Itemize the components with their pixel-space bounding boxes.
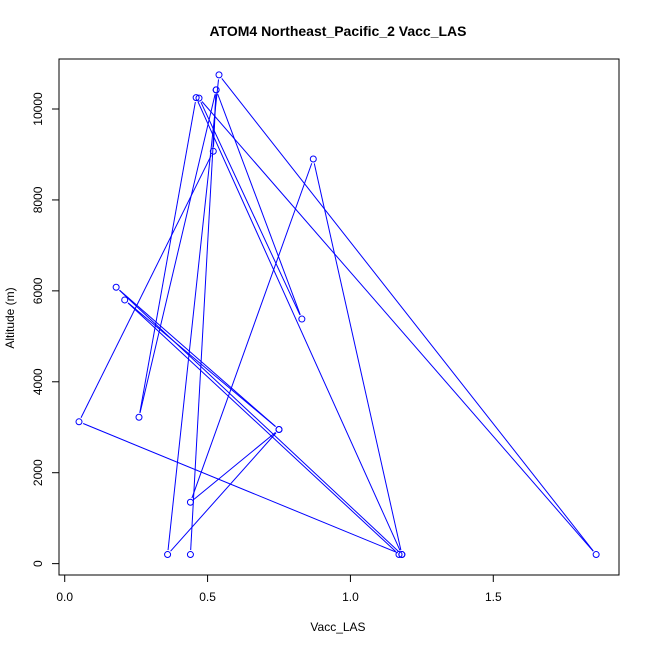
chart-title: ATOM4 Northeast_Pacific_2 Vacc_LAS [209,23,466,39]
x-axis: 0.0 0.5 1.0 1.5 [56,574,502,604]
x-tick-label: 0.5 [199,590,216,604]
series-segment [217,93,301,316]
y-tick-label: 10000 [31,92,45,126]
series-segment [119,289,276,427]
series-segment [139,94,216,413]
x-tick-label: 1.5 [485,590,502,604]
series-segment [119,289,399,552]
data-point [121,296,129,304]
series-segment [197,101,401,551]
y-tick-label: 0 [31,560,45,567]
series-segment [201,101,594,552]
data-point [298,315,306,323]
data-point [192,94,200,102]
data-point [398,551,406,559]
series-segment [139,101,196,413]
data-point [212,86,220,94]
data-point [135,413,143,421]
x-tick-label: 1.0 [342,590,359,604]
data-point [186,551,194,559]
series-segment [190,94,217,551]
data-point [195,94,203,102]
series-segment [82,423,398,554]
y-tick-label: 8000 [31,186,45,213]
data-point [164,551,172,559]
series-segment [200,101,301,316]
series-segment [193,431,276,500]
data-point [592,551,600,559]
series-segment [80,155,212,418]
data-point [395,551,403,559]
data-point [112,283,120,291]
data-point [75,418,83,426]
y-tick-label: 2000 [31,459,45,486]
data-point [209,147,217,155]
y-tick-label: 6000 [31,277,45,304]
series-segment [170,432,277,552]
data-point [275,426,283,434]
x-axis-title: Vacc_LAS [310,620,365,634]
data-point [186,498,194,506]
y-axis-title: Altitude (m) [3,287,17,348]
series-segment [221,78,594,552]
y-tick-label: 4000 [31,368,45,395]
series-segment [127,302,397,552]
y-axis: 0 2000 4000 6000 8000 10000 [31,92,60,567]
series-layer [75,71,600,559]
x-tick-label: 0.0 [56,590,73,604]
data-point [215,71,223,79]
series-segment [127,302,276,428]
series-segment [191,163,313,499]
data-point [309,155,317,163]
series-segment [313,163,402,551]
